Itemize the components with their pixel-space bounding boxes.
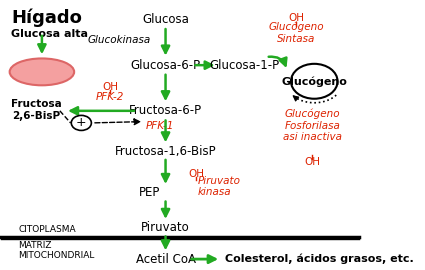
Text: PEP: PEP bbox=[139, 186, 160, 199]
Text: Fructosa: Fructosa bbox=[11, 99, 62, 109]
Text: CITOPLASMA: CITOPLASMA bbox=[19, 225, 76, 234]
Text: Colesterol, ácidos grasos, etc.: Colesterol, ácidos grasos, etc. bbox=[225, 254, 414, 264]
Text: MATRIZ
MITOCHONDRIAL: MATRIZ MITOCHONDRIAL bbox=[19, 241, 95, 260]
Text: 2,6-BisP: 2,6-BisP bbox=[12, 111, 61, 121]
Text: OH: OH bbox=[188, 169, 204, 179]
Text: OH: OH bbox=[102, 82, 118, 92]
Text: Acetil CoA: Acetil CoA bbox=[136, 253, 196, 266]
Text: Glucosa alta: Glucosa alta bbox=[11, 29, 88, 39]
Text: Glucógeno
Sintasa: Glucógeno Sintasa bbox=[269, 22, 324, 44]
Text: Insulina: Insulina bbox=[14, 65, 70, 78]
Text: Glucosa: Glucosa bbox=[142, 13, 189, 26]
Text: Glucosa-1-P: Glucosa-1-P bbox=[210, 59, 280, 72]
Text: Glucógeno
Fosforilasa
asi inactiva: Glucógeno Fosforilasa asi inactiva bbox=[283, 109, 342, 143]
Text: Glucógeno: Glucógeno bbox=[281, 76, 347, 86]
Text: Glucosa-6-P: Glucosa-6-P bbox=[130, 59, 201, 72]
Text: Fructosa-1,6-BisP: Fructosa-1,6-BisP bbox=[115, 145, 216, 158]
Text: Glucokinasa: Glucokinasa bbox=[88, 35, 151, 45]
Text: PFK-2: PFK-2 bbox=[96, 92, 124, 102]
Text: Piruvato
kinasa: Piruvato kinasa bbox=[198, 176, 241, 197]
Text: PFK-1: PFK-1 bbox=[146, 121, 174, 131]
Text: +: + bbox=[76, 116, 87, 129]
Text: OH: OH bbox=[304, 157, 320, 167]
Text: Hígado: Hígado bbox=[11, 9, 82, 27]
Text: Piruvato: Piruvato bbox=[141, 221, 190, 234]
Ellipse shape bbox=[10, 58, 74, 85]
Text: Fructosa-6-P: Fructosa-6-P bbox=[129, 104, 202, 117]
Text: OH: OH bbox=[288, 13, 304, 23]
